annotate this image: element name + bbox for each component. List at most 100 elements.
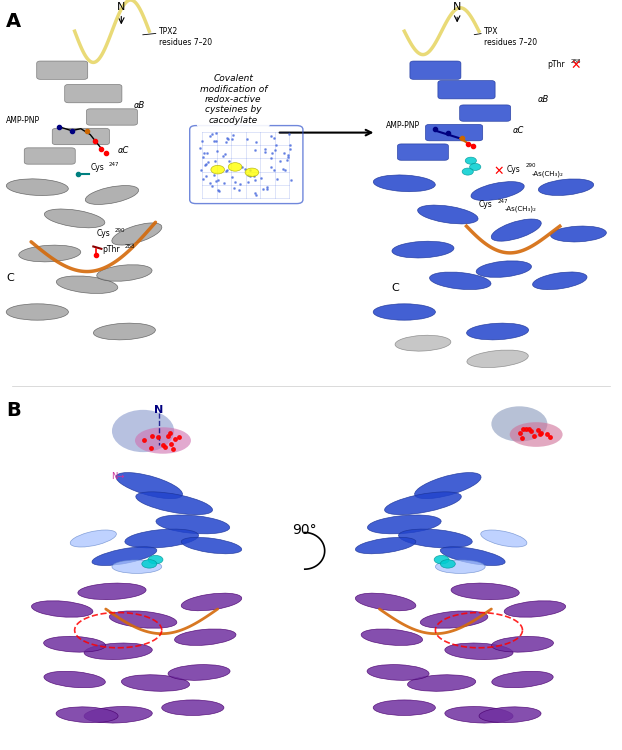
- Point: [207, 180, 217, 192]
- Point: [283, 151, 293, 163]
- Ellipse shape: [373, 304, 435, 320]
- Point: [198, 151, 208, 163]
- Text: N→: N→: [111, 472, 125, 482]
- Ellipse shape: [168, 664, 230, 680]
- Point: [223, 164, 233, 176]
- Text: Covalent
modification of
redox-active
cysteines by
cacodylate: Covalent modification of redox-active cy…: [200, 74, 267, 124]
- Point: [235, 178, 245, 190]
- Ellipse shape: [467, 350, 528, 368]
- Ellipse shape: [466, 323, 529, 340]
- Text: Cys: Cys: [479, 200, 493, 208]
- Text: 247: 247: [498, 199, 508, 203]
- Text: pThr: pThr: [547, 60, 565, 69]
- Ellipse shape: [510, 422, 562, 447]
- Point: [213, 184, 223, 196]
- Text: αB: αB: [538, 95, 549, 104]
- Ellipse shape: [93, 323, 156, 340]
- Ellipse shape: [121, 675, 190, 692]
- Ellipse shape: [84, 643, 152, 659]
- Ellipse shape: [361, 629, 422, 646]
- Point: [211, 176, 221, 188]
- Point: [243, 176, 253, 188]
- Ellipse shape: [6, 178, 68, 196]
- Ellipse shape: [44, 671, 105, 688]
- Point: [211, 135, 221, 147]
- Ellipse shape: [125, 529, 198, 548]
- Ellipse shape: [420, 611, 488, 628]
- Circle shape: [434, 556, 449, 564]
- Point: [275, 155, 285, 167]
- Point: [208, 169, 218, 181]
- Ellipse shape: [92, 547, 157, 566]
- Ellipse shape: [112, 560, 162, 574]
- Point: [262, 181, 272, 193]
- Point: [229, 182, 239, 194]
- Point: [220, 148, 230, 160]
- Point: [195, 142, 205, 154]
- Ellipse shape: [355, 593, 416, 610]
- Text: N: N: [154, 405, 163, 416]
- Point: [218, 150, 228, 162]
- Ellipse shape: [156, 515, 230, 534]
- Point: [250, 144, 260, 156]
- Point: [245, 164, 255, 176]
- Ellipse shape: [85, 185, 139, 205]
- Point: [269, 164, 279, 176]
- Ellipse shape: [6, 304, 68, 320]
- Point: [221, 136, 231, 148]
- Ellipse shape: [384, 492, 462, 514]
- Ellipse shape: [78, 583, 146, 600]
- Text: -As(CH₃)₂: -As(CH₃)₂: [532, 170, 564, 177]
- Point: [223, 133, 233, 145]
- Circle shape: [142, 560, 157, 568]
- Text: 290: 290: [115, 228, 126, 233]
- Point: [282, 154, 292, 166]
- Ellipse shape: [491, 406, 547, 442]
- FancyBboxPatch shape: [397, 144, 448, 160]
- Ellipse shape: [181, 537, 242, 554]
- Point: [266, 161, 276, 173]
- FancyBboxPatch shape: [37, 61, 88, 80]
- Text: AMP-PNP: AMP-PNP: [386, 121, 420, 130]
- Text: TPX2
residues 7–20: TPX2 residues 7–20: [159, 27, 211, 46]
- FancyBboxPatch shape: [410, 61, 461, 80]
- Text: AMP-PNP: AMP-PNP: [6, 116, 40, 125]
- Point: [277, 164, 287, 176]
- Ellipse shape: [492, 671, 553, 688]
- Point: [284, 128, 294, 140]
- Circle shape: [228, 163, 242, 171]
- FancyBboxPatch shape: [438, 80, 495, 99]
- FancyBboxPatch shape: [24, 148, 75, 164]
- Point: [221, 165, 231, 177]
- Point: [196, 164, 206, 176]
- Text: αC: αC: [513, 126, 524, 135]
- Point: [198, 172, 208, 184]
- Point: [269, 132, 279, 144]
- Ellipse shape: [451, 583, 519, 600]
- Point: [284, 139, 294, 151]
- Ellipse shape: [44, 636, 106, 652]
- Point: [240, 164, 250, 176]
- Text: ✕: ✕: [494, 165, 504, 178]
- Ellipse shape: [373, 700, 435, 715]
- Ellipse shape: [70, 530, 116, 547]
- Point: [214, 185, 224, 197]
- Ellipse shape: [116, 472, 182, 499]
- Point: [223, 132, 233, 144]
- Ellipse shape: [504, 601, 565, 617]
- Point: [282, 149, 292, 161]
- FancyBboxPatch shape: [52, 128, 109, 145]
- Point: [262, 182, 272, 194]
- Text: B: B: [6, 401, 21, 420]
- Ellipse shape: [97, 265, 152, 281]
- Point: [203, 156, 213, 168]
- Text: pThr: pThr: [103, 244, 120, 254]
- Ellipse shape: [162, 700, 224, 715]
- Point: [280, 164, 290, 176]
- Text: 288: 288: [571, 59, 582, 64]
- Ellipse shape: [539, 179, 593, 196]
- Ellipse shape: [399, 529, 472, 548]
- Text: N: N: [117, 2, 126, 12]
- Point: [286, 174, 296, 186]
- Ellipse shape: [181, 593, 242, 610]
